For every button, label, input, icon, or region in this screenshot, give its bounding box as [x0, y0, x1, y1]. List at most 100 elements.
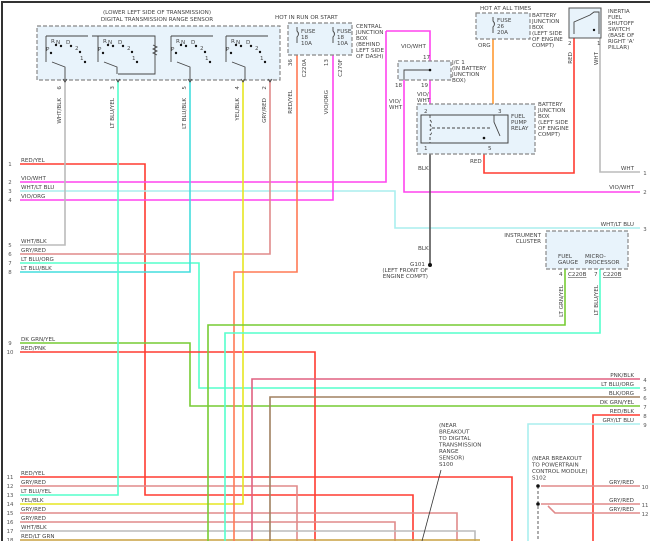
inertia-label: SHUTOFF: [608, 21, 634, 27]
relay-name: PUMP: [511, 120, 527, 126]
s100-label: TRANSMISSION: [438, 443, 481, 449]
left-pin-number: 6: [8, 252, 12, 258]
switch-position-label: 2: [255, 46, 259, 52]
sensor-pin-number: 4: [235, 86, 241, 90]
s102-label: (NEAR BREAKOUT: [532, 456, 582, 462]
cluster-wire-label: LT GRN/YEL: [559, 284, 565, 317]
switch-position-label: R: [51, 39, 55, 45]
cluster-connector: C220B: [603, 272, 622, 278]
fuel-pump-relay: [420, 114, 509, 144]
sensor-pin-number: 3: [110, 86, 116, 90]
switch-position-label: D: [66, 40, 70, 46]
switch-position-label: 2: [127, 46, 131, 52]
switch-position-label: P: [98, 47, 102, 53]
left-pin-number: 3: [8, 189, 11, 195]
central-jb-label: JUNCTION: [355, 30, 384, 36]
left-wire-label: WHT/BLK: [21, 525, 47, 531]
right-pin-number: 7: [643, 405, 646, 411]
right-pin-number: 6: [643, 396, 647, 402]
jc1-label: BOX): [452, 78, 466, 84]
contact-dot: [78, 50, 82, 54]
resistor-icon: [151, 44, 159, 56]
left-wire-label: GRY/RED: [21, 516, 46, 522]
relay-wire-label: RED: [470, 159, 482, 165]
switch-position-label: P: [171, 47, 175, 53]
fuse-icon: [332, 27, 335, 43]
sensor-wire-label: YEL/BLK: [235, 98, 241, 122]
jc1-label: J/C 1: [451, 60, 465, 66]
sensor-wire-label: LT BLU/BLK: [182, 98, 188, 129]
jc-pin: 17: [423, 55, 431, 61]
sensor-wire-label: LT BLU/YEL: [110, 97, 116, 128]
wire-cluster-ltblu-yel: [224, 269, 601, 541]
left-wire-label: RED/YEL: [21, 471, 46, 477]
left-pin-number: 8: [8, 270, 12, 276]
inertia-pin: 1: [597, 41, 601, 47]
jc-wire-label: VIO/WHT: [401, 44, 427, 50]
connector-pin-icon: [240, 78, 246, 83]
s102-label: CONTROL MODULE): [532, 469, 588, 475]
switch-position-label: 2: [200, 46, 204, 52]
connector-pin-icon: [115, 78, 121, 83]
relay-pin: 1: [424, 146, 428, 152]
fuse-label: 26: [497, 24, 505, 30]
wire-r6-blk-org: [269, 396, 640, 541]
left-wire-label: VIO/ORG: [21, 194, 45, 200]
contact-dot: [49, 51, 53, 55]
switch-contact: [170, 35, 213, 80]
wire-13-ltblu-yel: [20, 80, 119, 496]
switch-position-label: 1: [260, 56, 264, 62]
switch-position-label: N: [108, 40, 112, 46]
cjb-wire-label: RED/YEL: [288, 89, 294, 114]
left-wire-label: WHT/LT BLU: [21, 185, 54, 191]
wire-1-red-yel: [20, 163, 414, 541]
relay-pin: 5: [488, 146, 492, 152]
switch-position-label: 1: [132, 56, 136, 62]
contact-dot: [135, 60, 139, 64]
jc-wire-label: WHT: [417, 98, 431, 104]
battery-jb-label: JUNCTION: [531, 19, 560, 25]
cluster-pin: 4: [559, 272, 563, 278]
relay-pin: 2: [424, 109, 428, 115]
left-wire-label: LT BLU/ORG: [21, 257, 54, 263]
battery-jb-hot-label: HOT AT ALL TIMES: [480, 6, 532, 12]
right-pin-number: 9: [643, 423, 647, 429]
right-wire-label: GRY/RED: [609, 507, 634, 513]
wire-9-dkgrn-yel: [20, 342, 640, 407]
switch-position-label: D: [246, 40, 250, 46]
jc-pin: 19: [421, 83, 429, 89]
sensor-resistor-circuit: [92, 35, 156, 75]
fuse-icon: [492, 17, 495, 33]
contact-dot: [184, 44, 188, 48]
inertia-label: INERTIA: [608, 9, 630, 15]
right-wire-label: LT BLU/ORG: [601, 382, 634, 388]
inertia-label: FUEL: [608, 15, 623, 21]
s100-leader-line: [421, 469, 442, 541]
right-wire-label: GRY/LT BLU: [603, 418, 634, 424]
wire-r4-pnk-blk: [251, 378, 640, 541]
contact-dot: [69, 44, 73, 48]
wire-4-vio-org: [20, 55, 334, 201]
labels: 1 RED/YEL 2 VIO/WHT 3 WHT/LT BLU 4 VIO/ORG 5 WHT/…: [7, 158, 649, 541]
contact-dot: [258, 50, 262, 54]
left-pin-number: 16: [7, 520, 14, 526]
fuel-gauge-label: FUEL: [558, 254, 573, 260]
relay-box-label: BATTERY: [538, 102, 563, 108]
fuel-gauge-label: GAUGE: [558, 260, 579, 266]
left-pin-number: 10: [7, 350, 14, 356]
right-wire-label: PNK/BLK: [610, 373, 634, 379]
left-pin-number: 14: [7, 502, 14, 508]
contact-dot: [111, 44, 115, 48]
microprocessor-label: MICRO-: [585, 254, 606, 260]
contact-dot: [249, 44, 253, 48]
contact-dot: [130, 50, 134, 54]
switch-position-label: R: [176, 39, 180, 45]
relay-coil-icon: [429, 115, 490, 143]
ground-location: (LEFT FRONT OF: [382, 268, 428, 274]
contact-dot: [239, 44, 243, 48]
ground-wire-label: BLK: [418, 246, 429, 252]
sensor-title-1: (LOWER LEFT SIDE OF TRANSMISSION): [103, 10, 211, 16]
right-wire-label: VIO/WHT: [609, 185, 635, 191]
right-wire-label: BLK/ORG: [609, 391, 634, 397]
